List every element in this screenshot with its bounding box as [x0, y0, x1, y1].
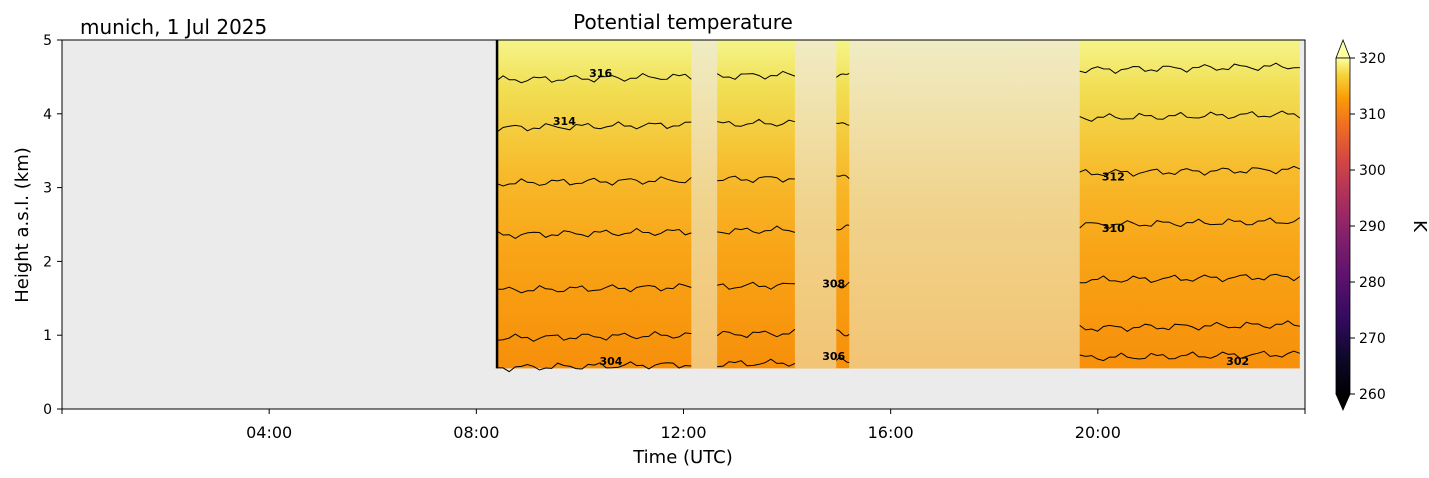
colorbar-tick-label: 310 — [1359, 107, 1386, 123]
contour-306-seg-1 — [716, 328, 796, 339]
x-tick-label: 04:00 — [246, 423, 292, 442]
contour-label-314: 314 — [553, 115, 576, 128]
contour-label-310: 310 — [1102, 222, 1125, 235]
colorbar-tick-label: 300 — [1359, 163, 1386, 179]
contour-312-seg-0 — [496, 176, 692, 187]
colorbar-ticks: 260 270 280 290 300 310 320 — [1350, 51, 1386, 403]
x-tick-label: 20:00 — [1075, 423, 1121, 442]
colorbar-tick-label: 290 — [1359, 219, 1386, 235]
contour-314-seg-0 — [496, 121, 692, 133]
contour-310-seg-0 — [496, 227, 692, 239]
contour-316-seg-0 — [496, 73, 692, 84]
x-axis-ticks: 04:00 08:00 12:00 16:00 20:00 — [61, 409, 1306, 442]
contour-314-seg-1 — [717, 118, 796, 127]
contour-308-seg-1 — [717, 281, 795, 290]
contour-label-304: 304 — [600, 355, 623, 368]
y-axis-label: Height a.s.l. (km) — [12, 147, 33, 303]
contour-304-seg-2 — [835, 357, 850, 364]
contour-314-seg-2 — [836, 122, 850, 126]
contour-308-seg-2 — [836, 281, 850, 289]
field-gap-1 — [794, 40, 837, 369]
x-axis-label: Time (UTC) — [632, 447, 733, 468]
colorbar-gradient — [1335, 57, 1351, 395]
colorbar: 260 270 280 290 300 310 320 K — [1335, 38, 1429, 411]
x-tick-label: 08:00 — [453, 423, 499, 442]
y-tick-label: 4 — [43, 107, 52, 123]
colorbar-tick-label: 280 — [1359, 275, 1386, 291]
y-tick-label: 5 — [43, 33, 52, 49]
contour-308-seg-3 — [1079, 273, 1301, 284]
contour-304-seg-1 — [717, 358, 796, 368]
x-tick-label: 12:00 — [660, 423, 706, 442]
contour-314-seg-3 — [1079, 110, 1301, 122]
colorbar-tick-label: 260 — [1359, 387, 1386, 403]
location-date-label: munich, 1 Jul 2025 — [80, 15, 267, 39]
contour-316-seg-1 — [716, 70, 796, 80]
y-tick-label: 3 — [43, 181, 52, 197]
contour-310-seg-1 — [717, 225, 796, 235]
y-axis-ticks: 0 1 2 3 4 5 — [43, 33, 62, 418]
contour-306-seg-2 — [836, 329, 850, 337]
field-gap-0 — [691, 40, 718, 369]
contour-label-extra-306: 306 — [822, 350, 845, 363]
chart-title: Potential temperature — [573, 10, 793, 34]
contour-306-seg-3 — [1079, 320, 1300, 333]
contour-310-seg-2 — [836, 224, 850, 231]
contour-304-seg-0 — [497, 361, 692, 373]
field-gap-2 — [849, 40, 1080, 369]
contour-lines — [496, 62, 1301, 373]
y-tick-label: 1 — [43, 328, 52, 344]
colorbar-tick-label: 270 — [1359, 331, 1386, 347]
contour-312-seg-1 — [717, 175, 795, 184]
y-tick-label: 2 — [43, 254, 52, 270]
contour-306-seg-0 — [497, 330, 692, 342]
contour-label-308: 308 — [822, 278, 845, 291]
contour-316-seg-3 — [1079, 62, 1300, 75]
colorbar-upper-extension — [1335, 38, 1351, 59]
contour-labels: 304 308 310 312 314 316 306 302 — [553, 67, 1249, 368]
contour-312-seg-2 — [836, 174, 850, 180]
colorbar-tick-label: 320 — [1359, 51, 1386, 67]
contour-304-seg-3 — [1079, 350, 1300, 362]
contour-310-seg-3 — [1079, 217, 1301, 229]
x-tick-label: 16:00 — [868, 423, 914, 442]
colorbar-label: K — [1409, 220, 1429, 233]
contour-label-316: 316 — [589, 67, 612, 80]
contour-308-seg-0 — [497, 283, 692, 294]
colorbar-lower-extension — [1335, 393, 1351, 411]
contour-312-seg-3 — [1079, 165, 1300, 177]
contour-label-extra-302: 302 — [1226, 355, 1249, 368]
y-tick-label: 0 — [43, 402, 52, 418]
contour-label-312: 312 — [1102, 171, 1125, 184]
contour-316-seg-2 — [835, 72, 850, 78]
temperature-field — [495, 40, 1300, 369]
